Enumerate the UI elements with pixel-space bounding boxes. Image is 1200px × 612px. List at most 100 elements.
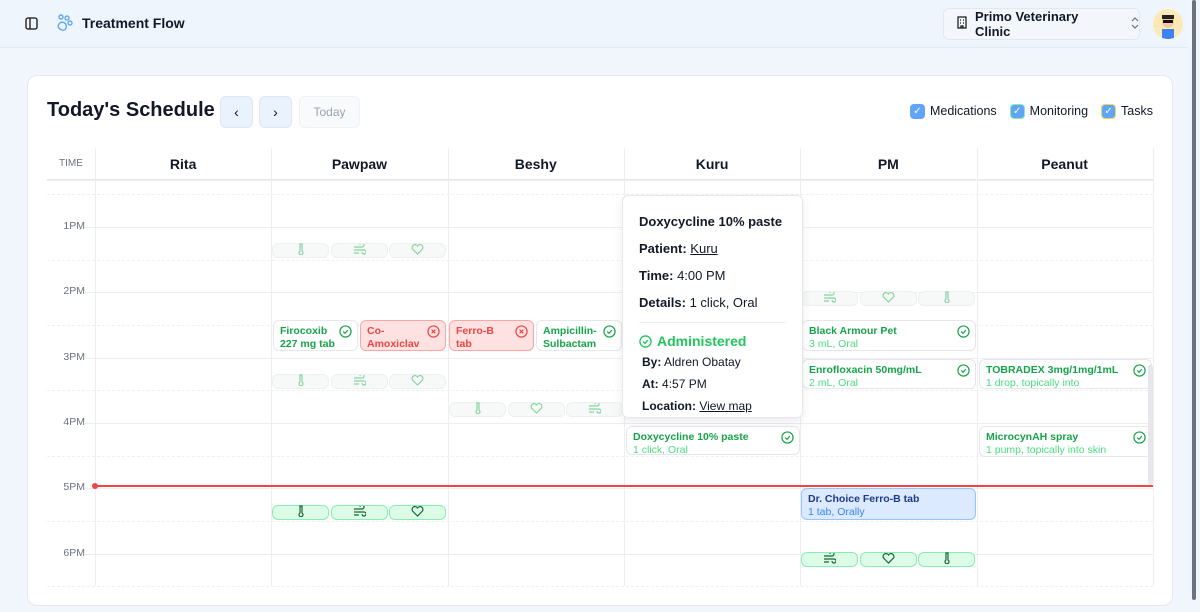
current-time-line xyxy=(95,485,1153,487)
half-hour-line xyxy=(47,520,1153,522)
tooltip-title: Doxycycline 10% paste xyxy=(639,214,783,229)
avatar[interactable] xyxy=(1153,9,1183,39)
half-hour-line xyxy=(47,390,1153,392)
monitoring-wind[interactable] xyxy=(330,241,388,260)
time-label: 5PM xyxy=(47,481,85,494)
header-divider xyxy=(47,180,1153,181)
monitoring-heart[interactable] xyxy=(507,402,565,417)
checkbox[interactable]: ✓ xyxy=(1102,104,1116,118)
medication-event[interactable]: Ampicillin-Sulbactam xyxy=(536,320,622,351)
hour-line xyxy=(47,227,1153,228)
time-label: 2PM xyxy=(47,285,85,298)
check-circle-icon xyxy=(1133,364,1146,377)
monitoring-thermometer[interactable] xyxy=(272,373,329,389)
hour-line xyxy=(47,357,1153,359)
monitoring-thermometer[interactable] xyxy=(272,504,329,522)
check-circle-icon xyxy=(957,325,970,338)
monitoring-wind[interactable] xyxy=(330,503,388,522)
hour-line xyxy=(47,553,1153,555)
heart-icon xyxy=(411,242,424,260)
half-hour-line xyxy=(47,259,1153,261)
medication-event[interactable]: Black Armour Pet 3 mL, Oral xyxy=(802,320,976,351)
chevron-updown-icon xyxy=(1131,16,1139,32)
thermometer-icon xyxy=(942,551,952,569)
medication-event[interactable]: Dr. Choice Ferro-B tab 1 tab, Orally xyxy=(801,488,976,520)
monitoring-heart[interactable] xyxy=(859,291,917,306)
checkbox[interactable]: ✓ xyxy=(1010,104,1024,118)
monitoring-heart[interactable] xyxy=(859,552,917,567)
monitoring-thermometer[interactable] xyxy=(272,242,329,258)
column-header-rita[interactable]: Rita xyxy=(95,148,272,180)
medication-event[interactable]: Co-Amoxiclav xyxy=(360,320,446,351)
tooltip-details: 1 click, Oral xyxy=(689,295,758,310)
event-details: 1 click, Oral xyxy=(633,443,688,455)
x-circle-icon xyxy=(515,325,528,338)
event-details: 1 tab, Oral xyxy=(456,350,527,351)
monitoring-heart[interactable] xyxy=(389,243,446,258)
filter-label: Tasks xyxy=(1121,104,1153,118)
filter-tasks[interactable]: ✓ Tasks xyxy=(1102,104,1153,118)
time-label: 1PM xyxy=(47,220,85,232)
app-title: Treatment Flow xyxy=(82,15,185,31)
column-scrollbar[interactable] xyxy=(1148,365,1153,485)
wind-icon xyxy=(353,503,367,522)
wind-icon xyxy=(823,550,837,569)
check-circle-icon xyxy=(1133,431,1146,444)
column-divider xyxy=(271,148,273,586)
clinic-selector[interactable]: Primo Veterinary Clinic xyxy=(943,8,1140,40)
monitoring-thermometer[interactable] xyxy=(918,290,975,306)
medication-event[interactable]: Enrofloxacin 50mg/mL 2 mL, Oral xyxy=(802,359,976,389)
column-header-pawpaw[interactable]: Pawpaw xyxy=(271,148,448,180)
next-day-button[interactable]: › xyxy=(259,96,292,128)
wind-icon xyxy=(353,372,367,391)
heart-icon xyxy=(411,373,424,391)
column-header-peanut[interactable]: Peanut xyxy=(976,148,1153,180)
monitoring-wind[interactable] xyxy=(801,289,858,306)
tooltip-by: Aldren Obatay xyxy=(664,355,741,369)
monitoring-heart[interactable] xyxy=(389,505,446,520)
label: At: xyxy=(642,377,659,391)
sidebar-toggle-icon[interactable] xyxy=(25,17,38,35)
clinic-name: Primo Veterinary Clinic xyxy=(975,9,1079,39)
wind-icon xyxy=(353,241,367,260)
filter-medications[interactable]: ✓ Medications xyxy=(910,104,997,118)
label: Time: xyxy=(639,268,674,283)
filter-monitoring[interactable]: ✓ Monitoring xyxy=(1010,104,1089,118)
patient-link[interactable]: Kuru xyxy=(690,241,718,256)
monitoring-heart[interactable] xyxy=(389,374,446,389)
column-header-pm[interactable]: PM xyxy=(800,148,977,180)
filter-group: ✓ Medications ✓ Monitoring ✓ Tasks xyxy=(910,104,1153,118)
event-title: Ampicillin-Sulbactam xyxy=(543,325,597,350)
status-badge: Administered xyxy=(639,322,786,349)
monitoring-thermometer[interactable] xyxy=(449,401,506,417)
monitoring-wind[interactable] xyxy=(330,372,388,391)
check-circle-icon xyxy=(781,431,794,444)
medication-event[interactable]: Doxycycline 10% paste 1 click, Oral xyxy=(626,426,800,455)
medication-event[interactable]: TOBRADEX 3mg/1mg/1mL 1 drop, topically in… xyxy=(979,359,1152,389)
medication-event[interactable]: Firocoxib 227 mg tab xyxy=(273,320,358,351)
heart-icon xyxy=(411,504,424,522)
column-header-kuru[interactable]: Kuru xyxy=(623,148,801,180)
window-scrollbar[interactable] xyxy=(1192,0,1196,600)
prev-day-button[interactable]: ‹ xyxy=(220,96,253,128)
view-map-link[interactable]: View map xyxy=(699,399,752,413)
thermometer-icon xyxy=(296,504,306,522)
event-title: Ferro-B tab xyxy=(456,325,494,350)
today-button[interactable]: Today xyxy=(299,96,360,128)
time-label: 3PM xyxy=(47,350,85,363)
event-title: Dr. Choice Ferro-B tab xyxy=(808,493,920,505)
filter-label: Monitoring xyxy=(1029,104,1089,118)
checkbox[interactable]: ✓ xyxy=(910,104,924,118)
column-header-beshy[interactable]: Beshy xyxy=(447,148,624,180)
event-title: MicrocynAH spray xyxy=(986,431,1079,443)
event-title: TOBRADEX 3mg/1mg/1mL xyxy=(986,364,1119,376)
event-details: 1 pump, topically into skin xyxy=(986,443,1107,456)
building-icon xyxy=(956,16,968,32)
event-title: Enrofloxacin 50mg/mL xyxy=(809,364,922,376)
monitoring-thermometer[interactable] xyxy=(918,551,975,569)
medication-event[interactable]: MicrocynAH spray 1 pump, topically into s… xyxy=(979,426,1152,457)
monitoring-wind[interactable] xyxy=(566,400,623,417)
column-divider xyxy=(95,148,96,586)
monitoring-wind[interactable] xyxy=(801,550,858,569)
